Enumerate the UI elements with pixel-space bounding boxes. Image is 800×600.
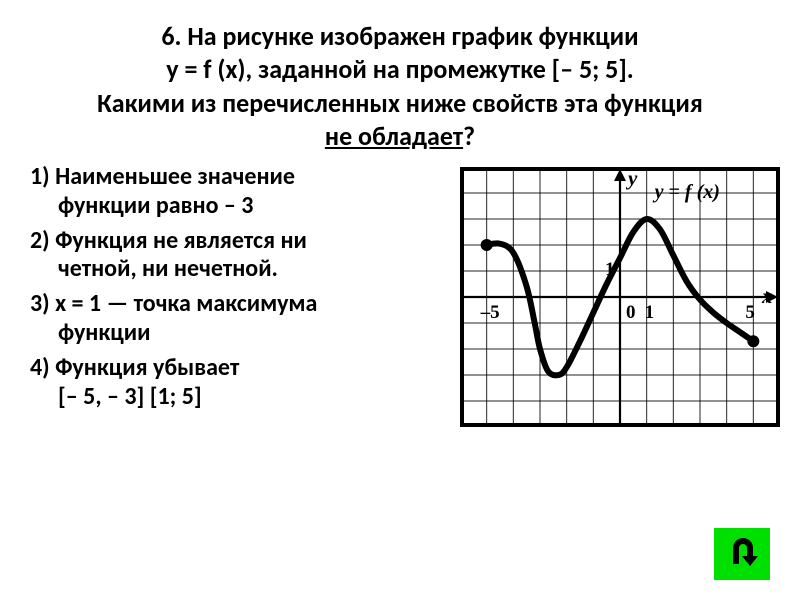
answer-lead: 2) Функция не является ни xyxy=(30,226,307,255)
question-title: 6. На рисунке изображен график функцииy … xyxy=(0,0,800,163)
answer-indent: функции равно – 3 xyxy=(30,192,450,221)
svg-text:5: 5 xyxy=(745,302,755,323)
svg-text:y = f (x): y = f (x) xyxy=(653,181,720,203)
answer-item-4: 4) Функция убывает[– 5, – 3] [1; 5] xyxy=(30,354,450,412)
title-line3: Какими из перечисленных ниже свойств эта… xyxy=(97,87,703,119)
svg-text:x: x xyxy=(761,284,773,308)
svg-text:1: 1 xyxy=(605,259,615,280)
title-line2: y = f (x), заданной на промежутке [– 5; … xyxy=(166,53,634,85)
function-chart: 011–55xyy = f (x) xyxy=(460,167,780,432)
svg-text:–5: –5 xyxy=(480,302,500,323)
slide: 6. На рисунке изображен график функцииy … xyxy=(0,0,800,600)
back-button[interactable] xyxy=(714,528,770,580)
answer-lead: 3) x = 1 — точка максимума xyxy=(30,289,317,318)
svg-text:0: 0 xyxy=(626,302,636,323)
answer-indent: четной, ни нечетной. xyxy=(30,255,450,284)
answer-lead: 4) Функция убывает xyxy=(30,353,239,382)
answer-item-3: 3) x = 1 — точка максимумафункции xyxy=(30,290,450,348)
title-tail: ? xyxy=(463,120,475,152)
body-row: 1) Наименьшее значениефункции равно – 3 2… xyxy=(0,163,800,432)
answer-item-1: 1) Наименьшее значениефункции равно – 3 xyxy=(30,163,450,221)
answer-list: 1) Наименьшее значениефункции равно – 3 2… xyxy=(30,163,460,417)
title-underlined: не обладает xyxy=(325,120,463,152)
answer-indent: функции xyxy=(30,319,450,348)
u-turn-icon xyxy=(722,534,762,574)
answer-item-2: 2) Функция не является ничетной, ни нече… xyxy=(30,227,450,285)
answer-indent: [– 5, – 3] [1; 5] xyxy=(30,383,450,412)
title-line1: 6. На рисунке изображен график функции xyxy=(161,20,638,52)
answer-lead: 1) Наименьшее значение xyxy=(30,162,295,191)
svg-text:1: 1 xyxy=(645,302,655,323)
